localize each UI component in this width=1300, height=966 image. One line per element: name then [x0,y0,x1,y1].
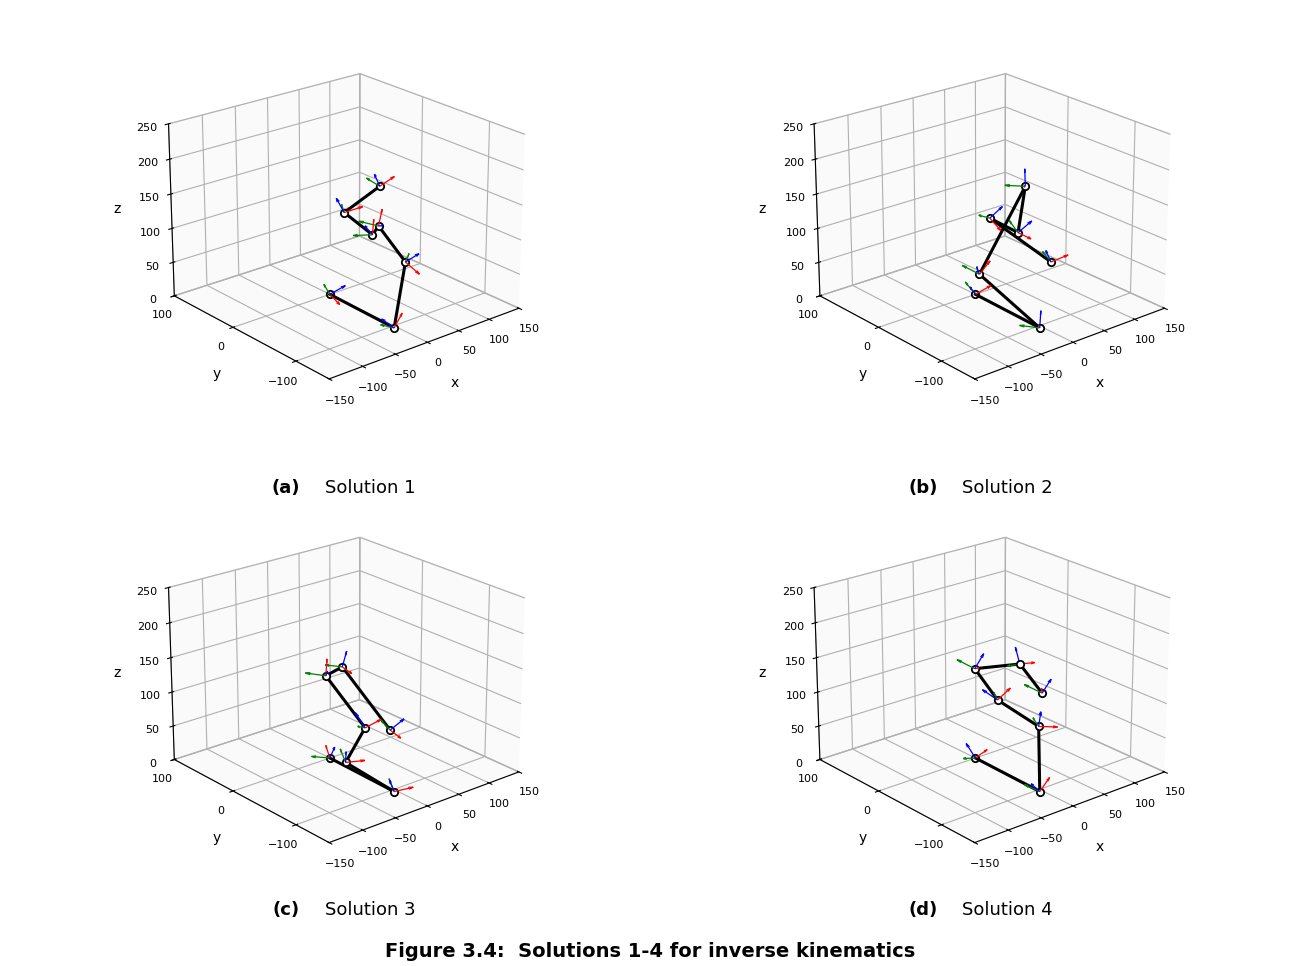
Y-axis label: y: y [858,831,867,845]
Y-axis label: y: y [213,831,221,845]
X-axis label: x: x [450,840,459,854]
X-axis label: x: x [1096,377,1104,390]
Text: Solution 2: Solution 2 [962,479,1053,497]
Text: Solution 4: Solution 4 [962,901,1053,919]
Y-axis label: y: y [213,367,221,382]
Text: Solution 1: Solution 1 [325,479,416,497]
Text: Solution 3: Solution 3 [325,901,416,919]
X-axis label: x: x [450,377,459,390]
Text: (b): (b) [909,479,937,497]
Text: (a): (a) [272,479,300,497]
Text: Figure 3.4:  Solutions 1-4 for inverse kinematics: Figure 3.4: Solutions 1-4 for inverse ki… [385,942,915,961]
Text: (c): (c) [273,901,299,919]
X-axis label: x: x [1096,840,1104,854]
Text: (d): (d) [909,901,937,919]
Y-axis label: y: y [858,367,867,382]
